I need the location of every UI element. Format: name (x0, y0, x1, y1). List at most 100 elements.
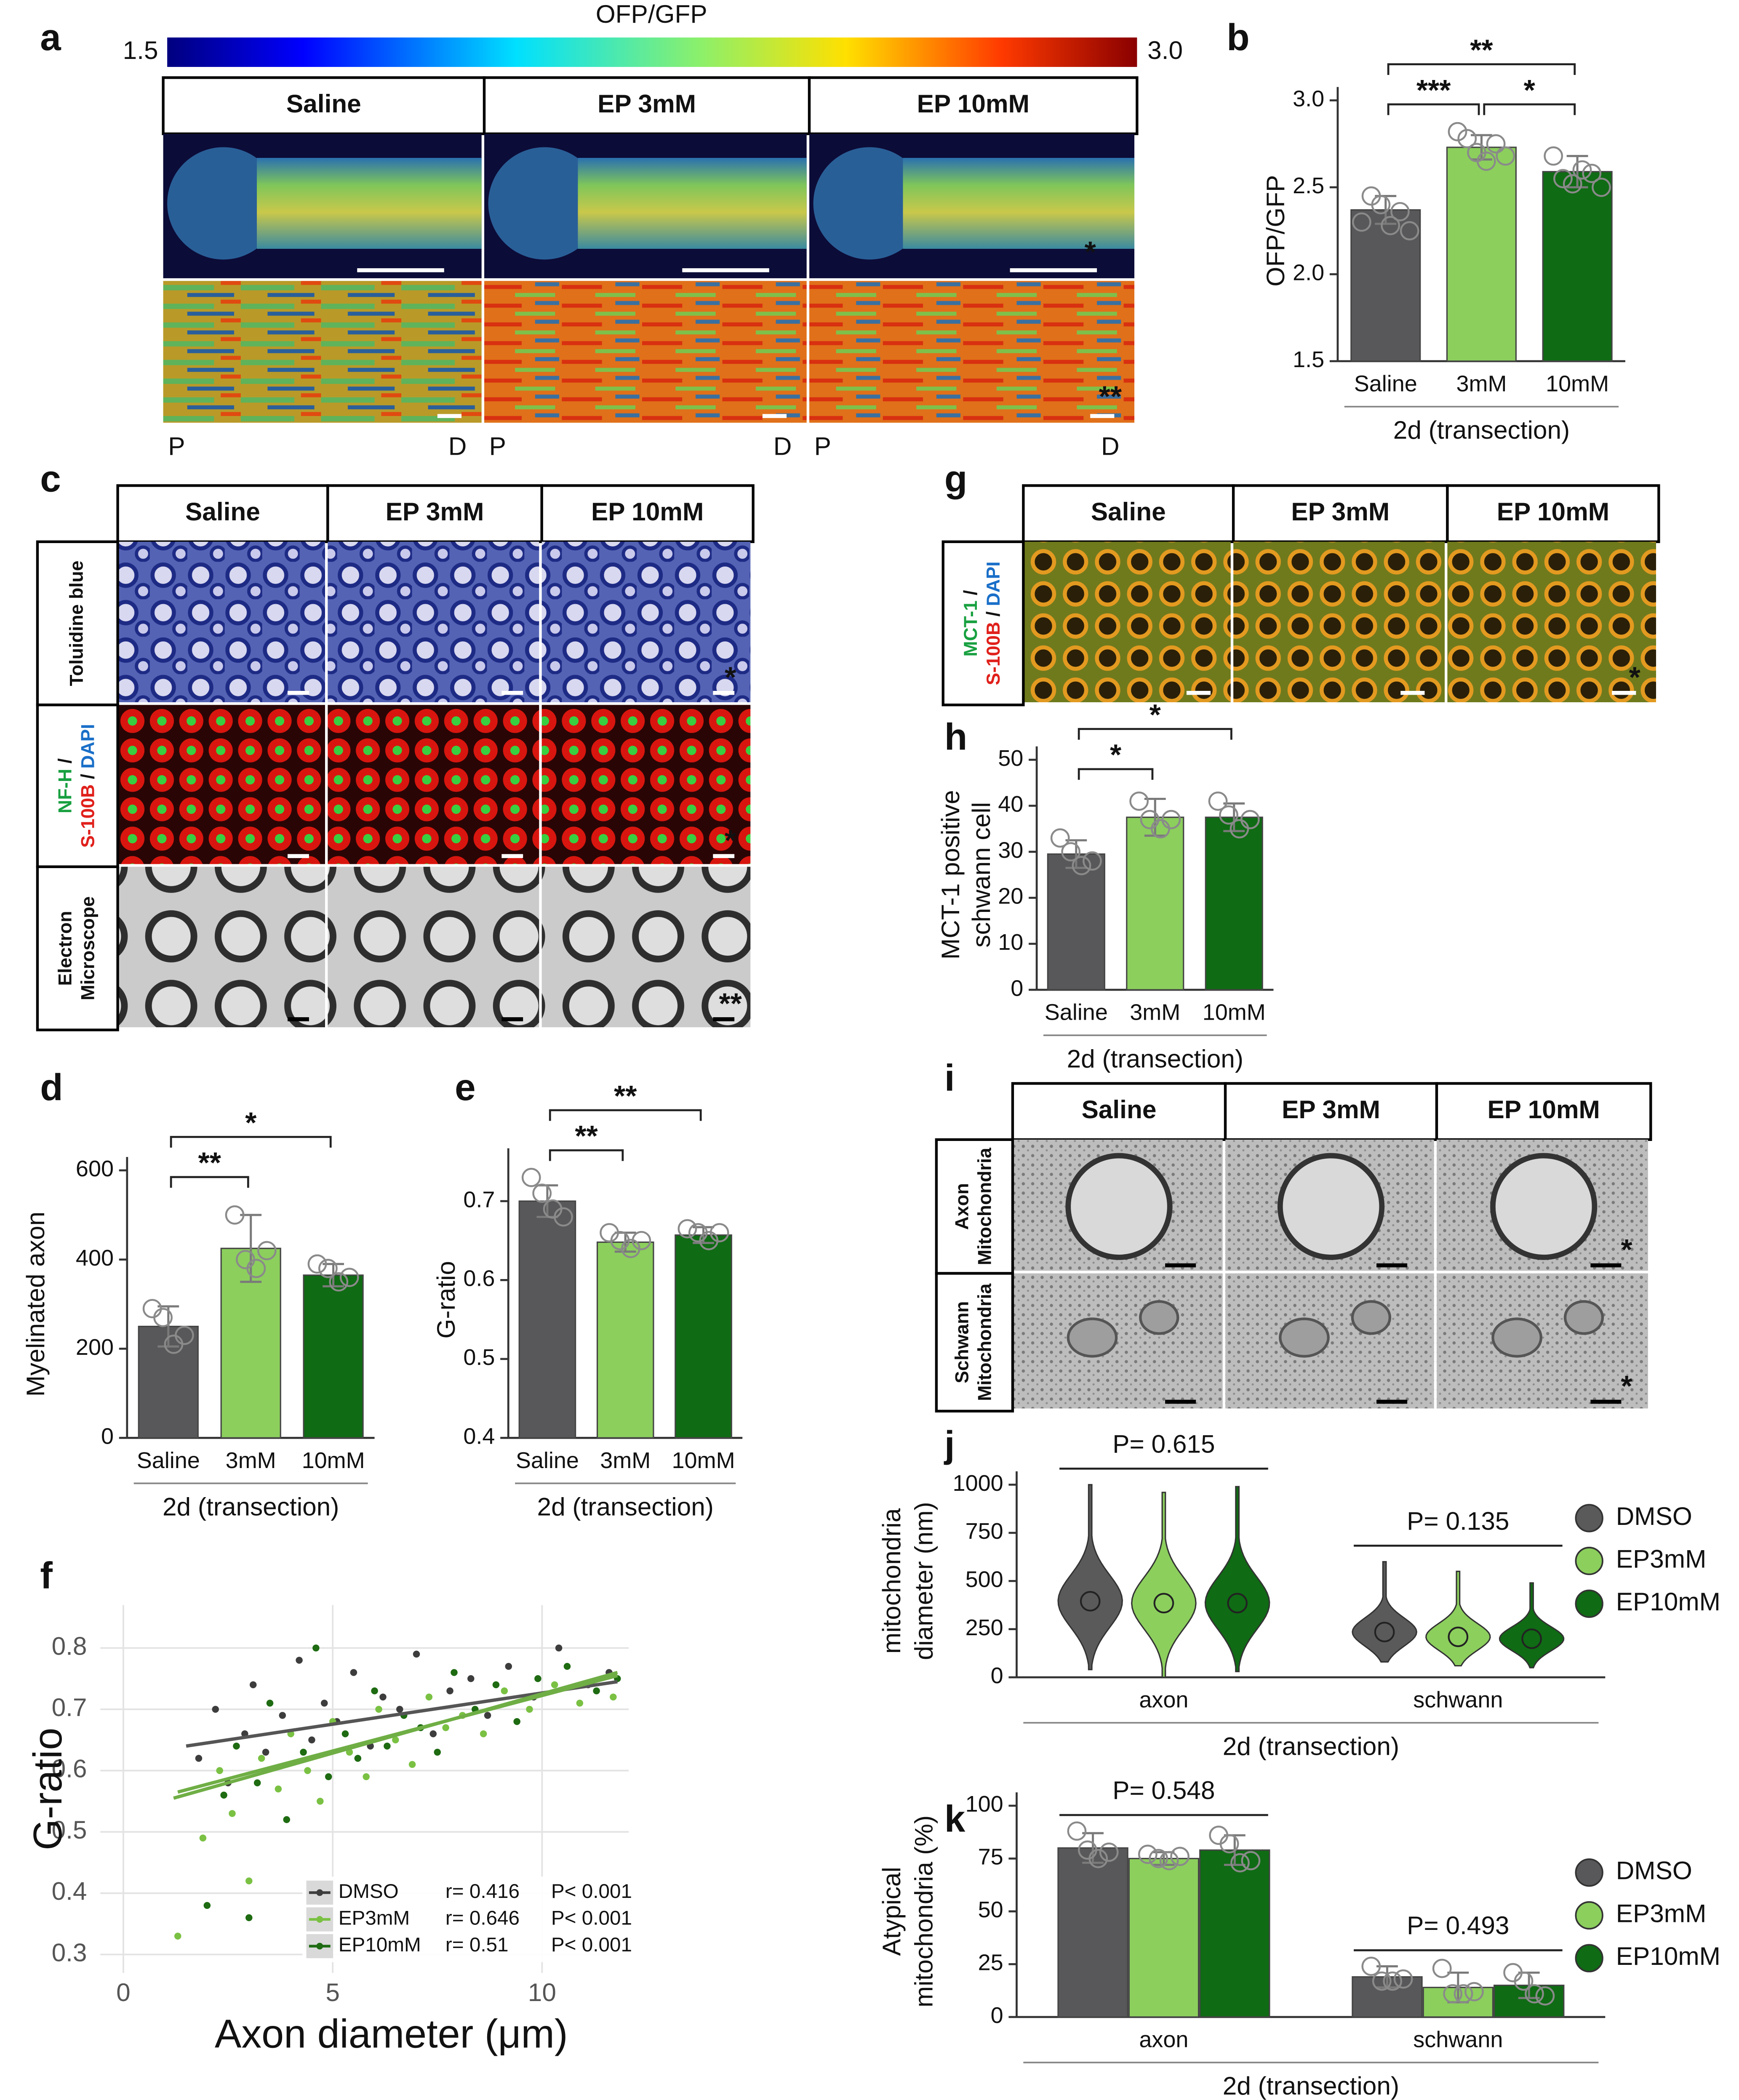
panel-letter: i (944, 1057, 955, 1099)
y-axis-label: G-ratio (26, 1728, 70, 1850)
data-point (1099, 1842, 1119, 1862)
data-point (610, 1693, 617, 1701)
significance-label: ** (614, 1079, 637, 1112)
legend-swatch (1575, 1589, 1603, 1618)
mitochondrion (1491, 1317, 1542, 1358)
y-tick-label: 1000 (953, 1471, 1003, 1496)
x-tick-label: schwann (1413, 2027, 1503, 2052)
column-header: Saline (1091, 497, 1166, 526)
significance-label: * (245, 1106, 257, 1139)
micrograph (1225, 1273, 1434, 1409)
x-tick-label: 10 (528, 1978, 556, 2007)
column-header: EP 10mM (1488, 1095, 1600, 1124)
data-point (212, 1706, 219, 1713)
mitochondrion (1277, 1153, 1385, 1260)
x-tick-label: schwann (1413, 1687, 1503, 1712)
x-tick-label: axon (1139, 1687, 1188, 1712)
legend-label: DMSO (1616, 1502, 1692, 1530)
data-point (429, 1730, 437, 1738)
micrograph (117, 705, 325, 864)
data-point (1390, 202, 1410, 221)
panel-letter: b (1227, 16, 1249, 58)
y-tick-label: 0.5 (463, 1345, 495, 1370)
y-tick-label: 100 (966, 1791, 1003, 1817)
data-point (233, 1743, 240, 1750)
x-tick-label: Saline (1045, 999, 1108, 1025)
data-point (1138, 1844, 1158, 1864)
data-point (1496, 146, 1515, 166)
data-point (304, 1767, 311, 1774)
row-label-box (935, 1138, 1014, 1275)
bar (1446, 147, 1517, 362)
colorbar-max: 3.0 (1147, 36, 1183, 64)
bar (1126, 816, 1184, 991)
row-label-box (942, 540, 1025, 706)
violin-median (1080, 1591, 1101, 1612)
image-mark: * (725, 661, 736, 693)
data-point (1393, 1969, 1413, 1989)
data-point (375, 1706, 382, 1713)
mitochondrion (1139, 1300, 1179, 1335)
y-tick-label: 1.5 (1293, 347, 1324, 372)
data-point (1361, 1956, 1381, 1976)
data-point (1241, 1851, 1261, 1871)
data-point (318, 1259, 338, 1278)
x-tick-label: 3mM (1130, 999, 1180, 1025)
micrograph (484, 281, 807, 423)
row-label-part: / (983, 606, 1004, 622)
y-tick-label: 500 (966, 1567, 1003, 1592)
bar (303, 1274, 364, 1439)
x-tick-label: Saline (516, 1448, 579, 1473)
row-label: Schwann (952, 1301, 972, 1383)
panel-letter: e (455, 1066, 475, 1108)
legend-key-dot (316, 1943, 323, 1950)
data-point (554, 1207, 573, 1227)
significance-bracket (549, 1149, 624, 1161)
row-label: S-100B / DAPI (983, 562, 1004, 685)
bar (1199, 1849, 1270, 2018)
micrograph (1012, 1273, 1223, 1409)
x-axis-label: 2d (transection) (163, 1492, 339, 1521)
data-point (312, 1644, 320, 1652)
data-point (1170, 1847, 1190, 1866)
data-point (1592, 178, 1611, 197)
violin-body (1425, 1570, 1491, 1667)
data-point (534, 1675, 541, 1682)
y-axis-label: mitochondria (877, 1508, 906, 1654)
mitochondrion (1065, 1153, 1173, 1260)
data-point (526, 1706, 533, 1713)
data-point (632, 1231, 651, 1250)
y-tick-label: 2.5 (1293, 173, 1324, 198)
data-point (1219, 805, 1238, 825)
bar (1542, 171, 1613, 362)
data-point (1400, 221, 1419, 241)
data-point (1083, 851, 1102, 871)
panel-letter: h (944, 715, 967, 757)
legend-key-dot (316, 1916, 323, 1923)
nerve-body (903, 157, 1135, 249)
y-tick-label: 750 (966, 1519, 1003, 1544)
data-point (425, 1693, 433, 1701)
proximal-label: P (814, 432, 831, 460)
y-tick-label: 25 (978, 1950, 1003, 1975)
row-label-part: S-100B (77, 784, 98, 848)
data-point (501, 1687, 508, 1695)
nerve-stump (167, 147, 280, 260)
data-point (350, 1669, 357, 1676)
panel-letter: c (40, 457, 61, 499)
significance-bracket (549, 1109, 702, 1121)
column-header-box (116, 484, 329, 543)
distal-label: D (448, 432, 467, 460)
y-tick-label: 0 (991, 2003, 1003, 2028)
y-tick-label: 0.8 (52, 1631, 87, 1660)
nerve-body (578, 157, 807, 249)
data-point (354, 1755, 362, 1762)
micrograph (541, 541, 751, 702)
micrograph (1447, 541, 1656, 702)
data-point (379, 1693, 387, 1701)
significance-label: ** (1470, 33, 1493, 66)
data-point (532, 1183, 552, 1203)
mitochondrion (1279, 1317, 1330, 1358)
data-point (317, 1798, 324, 1805)
violin-median (1227, 1593, 1248, 1614)
